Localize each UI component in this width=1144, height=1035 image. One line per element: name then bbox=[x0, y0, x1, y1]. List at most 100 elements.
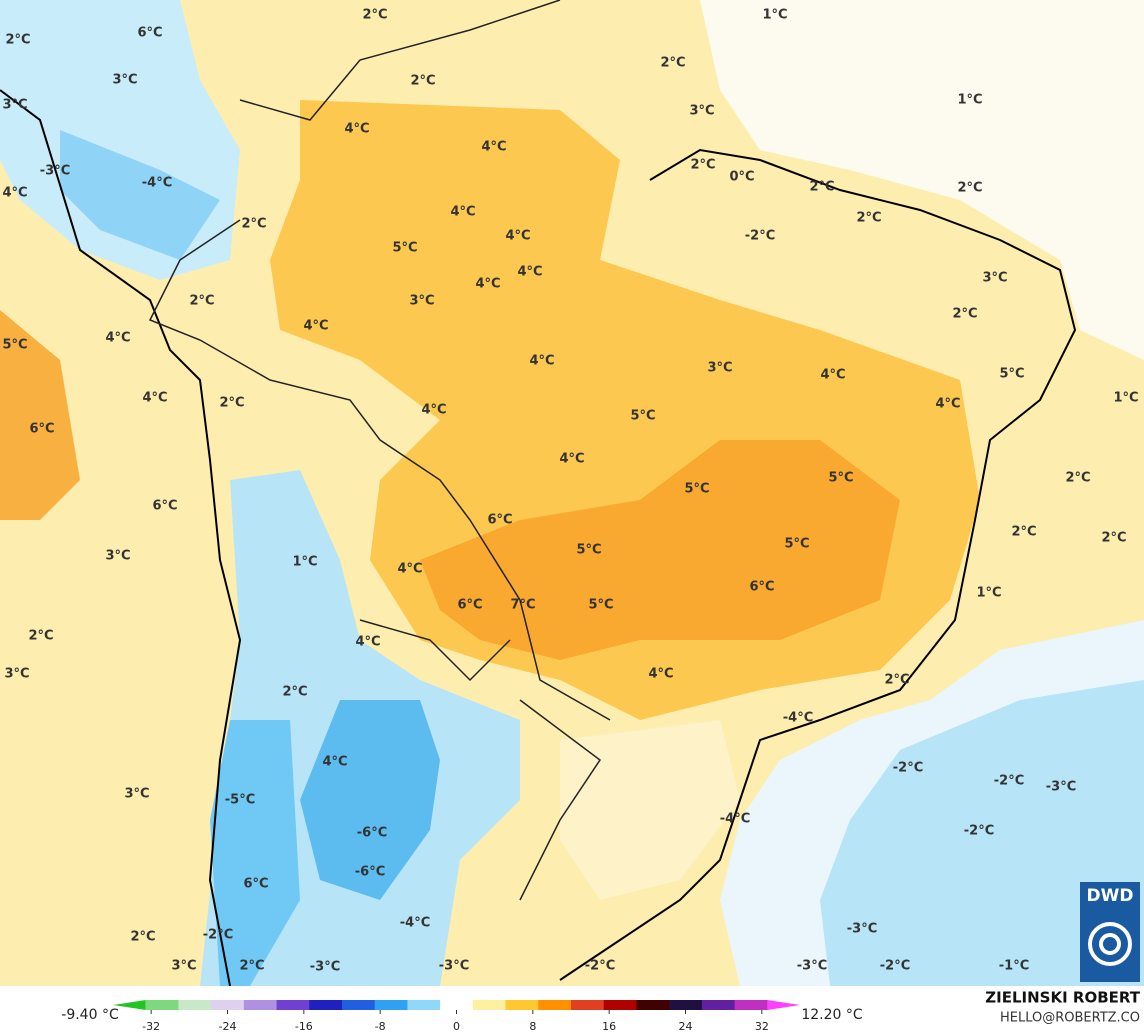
temperature-label: 2°C bbox=[362, 8, 387, 23]
colorbar-segment bbox=[211, 1000, 245, 1010]
colorbar-min: -9.40 °C bbox=[61, 1007, 119, 1023]
temperature-label: 5°C bbox=[2, 338, 27, 353]
temperature-label: 3°C bbox=[2, 98, 27, 113]
temperature-label: -2°C bbox=[880, 959, 910, 974]
temperature-label: 2°C bbox=[219, 396, 244, 411]
temperature-label: 2°C bbox=[690, 158, 715, 173]
colorbar-tick-label: -8 bbox=[375, 1020, 386, 1033]
temperature-label: -2°C bbox=[585, 959, 615, 974]
colorbar-segment bbox=[571, 1000, 605, 1010]
temperature-label: 2°C bbox=[884, 673, 909, 688]
temperature-label: 3°C bbox=[112, 73, 137, 88]
temperature-label: 2°C bbox=[856, 211, 881, 226]
temperature-label: 4°C bbox=[517, 265, 542, 280]
temperature-label: 5°C bbox=[392, 241, 417, 256]
temperature-label: -6°C bbox=[357, 826, 387, 841]
colorbar-tick-label: -24 bbox=[219, 1020, 237, 1033]
temperature-label: -2°C bbox=[203, 928, 233, 943]
temperature-label: 1°C bbox=[957, 93, 982, 108]
temperature-label: 6°C bbox=[749, 580, 774, 595]
temperature-label: -3°C bbox=[439, 959, 469, 974]
temperature-label: -2°C bbox=[745, 229, 775, 244]
pacific-coast bbox=[0, 89, 242, 986]
temperature-label: 2°C bbox=[130, 930, 155, 945]
temperature-label: 2°C bbox=[410, 74, 435, 89]
temperature-label: 3°C bbox=[124, 787, 149, 802]
temperature-label: 3°C bbox=[689, 104, 714, 119]
colorbar-tick-label: 0 bbox=[453, 1020, 460, 1033]
temperature-label: 2°C bbox=[957, 181, 982, 196]
colorbar-segment bbox=[309, 1000, 343, 1010]
temperature-label: -3°C bbox=[310, 960, 340, 975]
contact: HELLO@ROBERTZ.CO bbox=[1000, 1011, 1140, 1026]
chile-cold bbox=[210, 720, 300, 986]
temperature-label: 5°C bbox=[828, 471, 853, 486]
temperature-label: 4°C bbox=[105, 331, 130, 346]
colorbar-segment bbox=[636, 1000, 670, 1010]
borders bbox=[148, 0, 611, 901]
temperature-label: -2°C bbox=[994, 774, 1024, 789]
temperature-label: -6°C bbox=[355, 865, 385, 880]
brazil-hot bbox=[420, 440, 900, 660]
colorbar-segment bbox=[113, 1000, 146, 1010]
temperature-label: -2°C bbox=[964, 824, 994, 839]
temperature-label: 4°C bbox=[344, 122, 369, 137]
temperature-label: 1°C bbox=[762, 8, 787, 23]
temperature-label: 3°C bbox=[105, 549, 130, 564]
temperature-label: 6°C bbox=[243, 877, 268, 892]
colorbar-segment bbox=[767, 1000, 800, 1010]
colorbar-segment bbox=[276, 1000, 310, 1010]
temperature-label: 4°C bbox=[322, 755, 347, 770]
colorbar-tick-label: 16 bbox=[602, 1020, 616, 1033]
colorbar-segment bbox=[374, 1000, 408, 1010]
temperature-label: 3°C bbox=[4, 667, 29, 682]
temperature-label: 5°C bbox=[630, 409, 655, 424]
temperature-label: 3°C bbox=[409, 294, 434, 309]
temperature-label: 4°C bbox=[481, 140, 506, 155]
colorbar: -32 -24 -16 -8 0 8 16 24 32 bbox=[113, 1000, 800, 1033]
colorbar-segment bbox=[734, 1000, 768, 1010]
atlantic-north bbox=[700, 0, 1144, 360]
colorbar-segment bbox=[538, 1000, 572, 1010]
temperature-label: 4°C bbox=[142, 391, 167, 406]
andes-cold bbox=[60, 130, 220, 260]
pacific-warm bbox=[0, 310, 80, 520]
colorbar-segment bbox=[472, 1000, 507, 1010]
temperature-label: 1°C bbox=[1113, 391, 1138, 406]
temperature-labels: 2°C 6°C 3°C 2°C 1°C 2°C 2°C 1°C 3°C 4°C 3°C 4°C 2°C 0… bbox=[2, 8, 1138, 975]
colorbar-tick-label: 24 bbox=[679, 1020, 693, 1033]
colorbar-tick-label: -32 bbox=[142, 1020, 160, 1033]
temperature-label: 2°C bbox=[1101, 531, 1126, 546]
temperature-label: -3°C bbox=[847, 922, 877, 937]
dwd-logo-text: DWD bbox=[1087, 886, 1134, 906]
temperature-label: 4°C bbox=[559, 452, 584, 467]
temperature-label: 5°C bbox=[588, 598, 613, 613]
temperature-label: 1°C bbox=[292, 555, 317, 570]
temperature-label: -4°C bbox=[400, 916, 430, 931]
temperature-label: 4°C bbox=[820, 368, 845, 383]
temperature-label: 3°C bbox=[707, 361, 732, 376]
temperature-label: 6°C bbox=[152, 499, 177, 514]
colorbar-segment bbox=[505, 1000, 539, 1010]
temperature-label: 3°C bbox=[982, 271, 1007, 286]
temperature-label: -4°C bbox=[142, 176, 172, 191]
temperature-label: 4°C bbox=[475, 277, 500, 292]
temperature-label: 0°C bbox=[729, 170, 754, 185]
author: ZIELINSKI ROBERT bbox=[985, 989, 1140, 1007]
temperature-label: 2°C bbox=[239, 959, 264, 974]
temperature-label: -2°C bbox=[893, 761, 923, 776]
temperature-label: 5°C bbox=[999, 367, 1024, 382]
temperature-label: -5°C bbox=[225, 793, 255, 808]
temperature-label: 4°C bbox=[450, 205, 475, 220]
atlantic-coast bbox=[559, 148, 1077, 981]
temperature-label: 4°C bbox=[529, 354, 554, 369]
temperature-label: 2°C bbox=[1011, 525, 1036, 540]
colorbar-segment bbox=[603, 1000, 637, 1010]
temperature-label: 6°C bbox=[487, 513, 512, 528]
colorbar-tick-label: 8 bbox=[529, 1020, 536, 1033]
colorbar-max: 12.20 °C bbox=[801, 1007, 863, 1023]
temperature-label: 6°C bbox=[457, 598, 482, 613]
colorbar-segment bbox=[440, 1000, 474, 1010]
colorbar-tick-label: -16 bbox=[295, 1020, 313, 1033]
temperature-label: 4°C bbox=[505, 229, 530, 244]
